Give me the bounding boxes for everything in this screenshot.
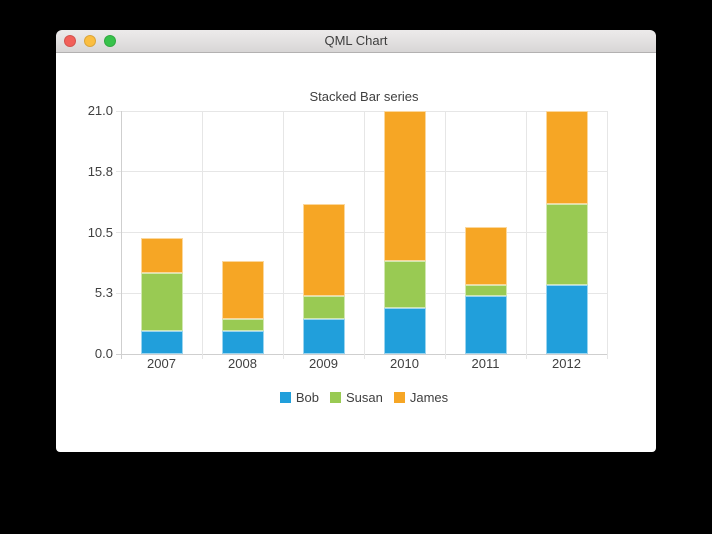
gridline-vertical — [201, 111, 203, 359]
legend-item-james: James — [393, 389, 449, 405]
x-axis-category-label: 2012 — [552, 356, 581, 371]
gridline-vertical — [444, 111, 446, 359]
y-axis-tick-label: 0.0 — [94, 346, 113, 361]
legend-swatch-james — [393, 391, 405, 403]
gridline-horizontal — [116, 232, 607, 233]
legend-label: James — [409, 389, 449, 405]
bar-segment-james-2009 — [302, 203, 345, 297]
gridline-vertical — [606, 111, 608, 359]
x-axis-category-label: 2010 — [390, 356, 419, 371]
bar-segment-susan-2008 — [221, 319, 264, 331]
gridline-horizontal — [116, 171, 607, 173]
gridline-vertical — [363, 111, 365, 359]
bar-segment-james-2007 — [140, 238, 183, 273]
bar-segment-james-2011 — [464, 226, 507, 285]
plot-area — [116, 110, 608, 359]
chart-legend: Bob Susan James — [121, 389, 607, 405]
window-titlebar[interactable]: QML Chart — [56, 30, 656, 53]
legend-item-bob: Bob — [279, 389, 319, 405]
chart-view: Stacked Bar series Bob Susan James 0.0 5.3 1… — [56, 53, 656, 452]
bar-segment-bob-2010 — [383, 307, 426, 354]
bar-segment-susan-2009 — [302, 296, 345, 320]
x-axis-category-label: 2011 — [471, 356, 500, 371]
x-axis-category-label: 2009 — [309, 356, 338, 371]
y-axis-line — [120, 111, 122, 359]
bar-segment-susan-2011 — [464, 284, 507, 297]
x-axis-category-label: 2008 — [228, 356, 257, 371]
y-axis-tick-label: 5.3 — [94, 285, 113, 301]
legend-swatch-bob — [279, 391, 291, 403]
gridline-vertical — [525, 111, 527, 359]
x-axis-category-label: 2007 — [147, 356, 176, 371]
chart-title: Stacked Bar series — [309, 89, 419, 104]
fullscreen-button[interactable] — [104, 35, 116, 47]
bar-segment-james-2012 — [545, 111, 588, 204]
bar-segment-bob-2007 — [140, 330, 183, 354]
gridline-vertical — [282, 111, 284, 359]
legend-item-susan: Susan — [329, 389, 383, 405]
close-button[interactable] — [64, 35, 76, 47]
legend-label: Bob — [295, 389, 319, 405]
bar-segment-james-2010 — [383, 111, 426, 262]
x-axis-line — [116, 353, 607, 355]
app-window: QML Chart Stacked Bar series Bob Susan Jam… — [56, 30, 656, 452]
minimize-button[interactable] — [84, 35, 96, 47]
y-axis-tick-label: 15.8 — [87, 163, 113, 179]
gridline-horizontal — [116, 110, 607, 112]
bar-segment-bob-2012 — [545, 284, 588, 354]
bar-segment-bob-2009 — [302, 319, 345, 354]
y-axis-tick-label: 21.0 — [87, 103, 113, 118]
bar-segment-susan-2010 — [383, 261, 426, 308]
legend-label: Susan — [345, 389, 383, 405]
y-axis-tick-label: 10.5 — [87, 224, 113, 240]
bar-segment-james-2008 — [221, 261, 264, 320]
window-title: QML Chart — [324, 33, 388, 48]
bar-segment-bob-2008 — [221, 330, 264, 354]
bar-segment-bob-2011 — [464, 296, 507, 354]
legend-swatch-susan — [329, 391, 341, 403]
gridline-horizontal — [116, 292, 607, 294]
bar-segment-susan-2007 — [140, 273, 183, 331]
bar-segment-susan-2012 — [545, 203, 588, 285]
